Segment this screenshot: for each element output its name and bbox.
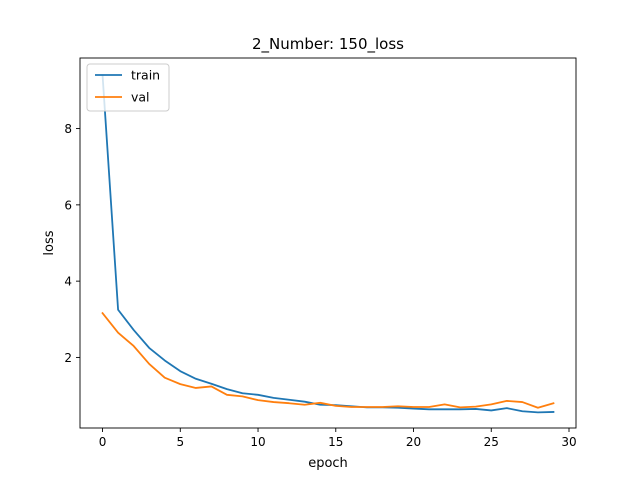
x-tick-label-30: 30: [561, 435, 576, 449]
x-axis-label: epoch: [308, 456, 348, 471]
chart-title: 2_Number: 150_loss: [252, 35, 404, 54]
y-tick-label-6: 6: [64, 198, 72, 212]
y-axis-label: loss: [42, 230, 57, 255]
series-line-val: [101, 311, 555, 409]
legend-label-val: val: [131, 90, 150, 105]
x-tick-label-20: 20: [406, 435, 421, 449]
plot-frame: [79, 57, 577, 429]
x-tick-label-10: 10: [250, 435, 265, 449]
legend: train val: [86, 63, 170, 112]
y-tick-label-8: 8: [64, 122, 72, 136]
y-axis: 2 4 6 8: [64, 122, 80, 365]
plot-area: [79, 57, 577, 429]
x-tick-label-25: 25: [484, 435, 499, 449]
y-tick-label-2: 2: [64, 351, 72, 365]
y-tick-label-4: 4: [64, 275, 72, 289]
x-tick-label-5: 5: [176, 435, 184, 449]
x-tick-label-15: 15: [328, 435, 343, 449]
legend-label-train: train: [131, 68, 160, 83]
series-layer: [101, 74, 555, 414]
x-axis: 0 5 10 15 20 25 30: [99, 428, 577, 449]
x-tick-label-0: 0: [99, 435, 107, 449]
